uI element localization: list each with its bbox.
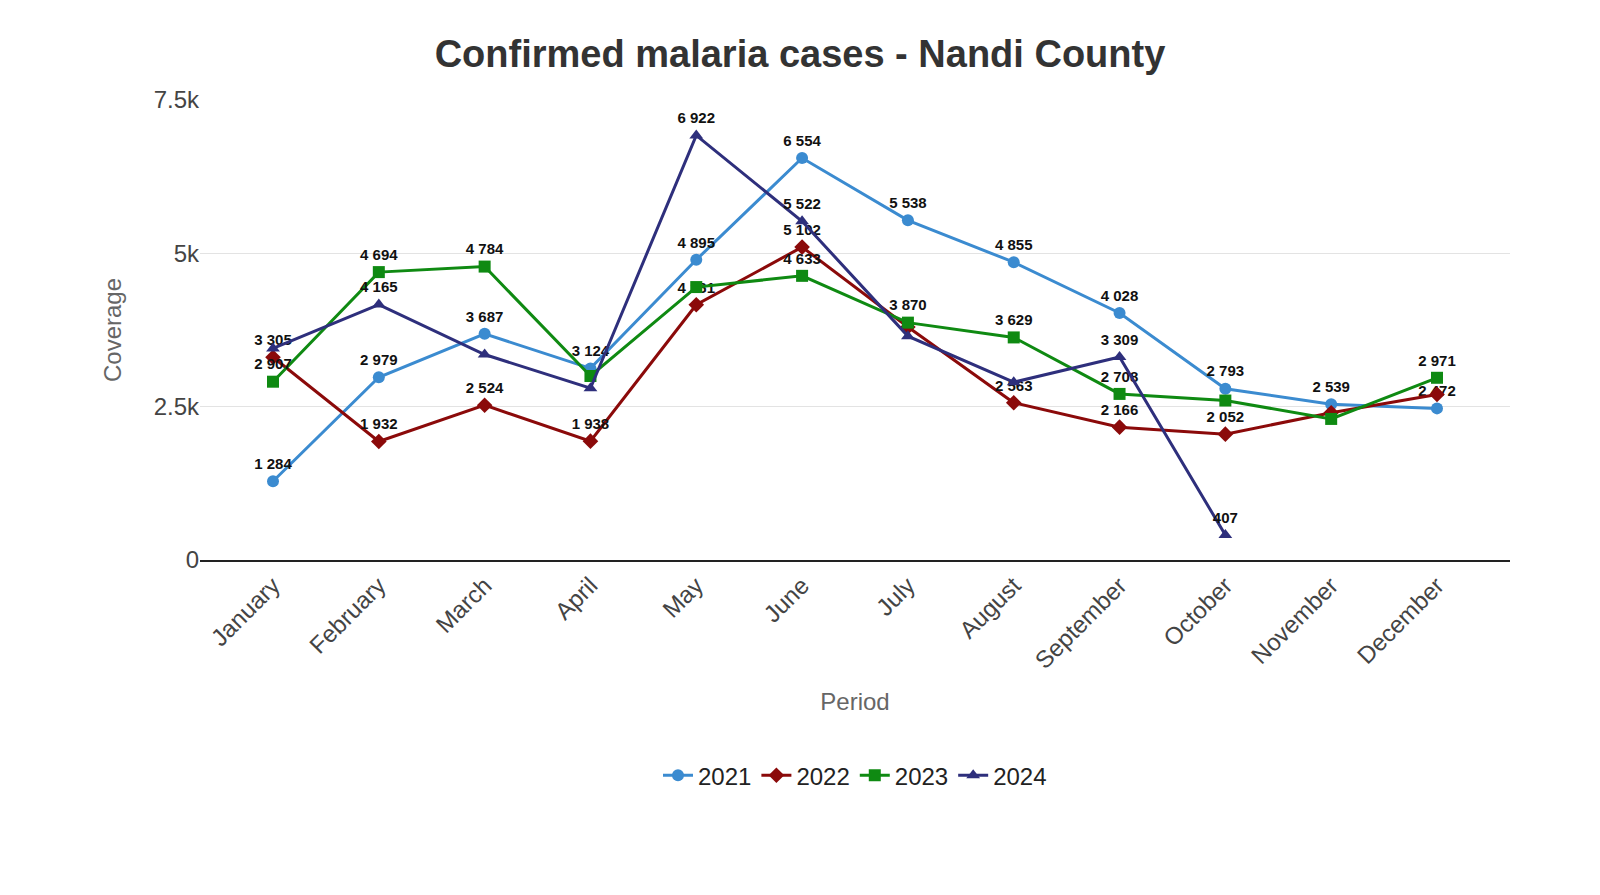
svg-text:Coverage: Coverage (99, 278, 126, 382)
svg-text:2 166: 2 166 (1101, 401, 1139, 418)
svg-text:Period: Period (820, 688, 889, 715)
svg-text:August: August (954, 571, 1026, 643)
svg-text:407: 407 (1213, 509, 1238, 526)
svg-text:October: October (1158, 572, 1237, 651)
svg-text:1 932: 1 932 (360, 415, 398, 432)
svg-text:1 284: 1 284 (254, 455, 292, 472)
svg-text:Confirmed malaria cases - Nand: Confirmed malaria cases - Nandi County (435, 33, 1166, 75)
svg-text:2 793: 2 793 (1207, 362, 1245, 379)
svg-text:2 979: 2 979 (360, 351, 398, 368)
svg-text:4 694: 4 694 (360, 246, 398, 263)
svg-text:2 971: 2 971 (1418, 352, 1456, 369)
svg-text:November: November (1246, 572, 1343, 669)
svg-text:December: December (1352, 572, 1449, 669)
svg-text:4 028: 4 028 (1101, 287, 1139, 304)
svg-text:6 554: 6 554 (783, 132, 821, 149)
svg-text:4 784: 4 784 (466, 240, 504, 257)
svg-text:3 629: 3 629 (995, 311, 1033, 328)
svg-text:2 563: 2 563 (995, 377, 1033, 394)
svg-text:3 687: 3 687 (466, 308, 504, 325)
svg-text:3 124: 3 124 (572, 342, 610, 359)
svg-text:2 052: 2 052 (1207, 408, 1245, 425)
svg-text:1 938: 1 938 (572, 415, 610, 432)
svg-text:3 309: 3 309 (1101, 331, 1139, 348)
svg-text:January: January (206, 572, 285, 651)
svg-text:2024: 2024 (993, 763, 1046, 790)
svg-text:2 472: 2 472 (1418, 382, 1456, 399)
svg-text:2 907: 2 907 (254, 355, 292, 372)
svg-text:5k: 5k (174, 240, 200, 267)
svg-text:September: September (1029, 572, 1131, 674)
svg-text:3 305: 3 305 (254, 331, 292, 348)
svg-text:July: July (871, 572, 920, 621)
svg-text:7.5k: 7.5k (154, 86, 200, 113)
svg-text:2021: 2021 (698, 763, 751, 790)
svg-text:0: 0 (186, 546, 199, 573)
svg-text:2.5k: 2.5k (154, 393, 200, 420)
svg-text:3 870: 3 870 (889, 296, 927, 313)
svg-text:March: March (430, 572, 496, 638)
svg-text:June: June (758, 572, 814, 628)
svg-text:5 522: 5 522 (783, 195, 821, 212)
svg-text:5 102: 5 102 (783, 221, 821, 238)
svg-text:2022: 2022 (796, 763, 849, 790)
svg-text:4 633: 4 633 (783, 250, 821, 267)
svg-text:May: May (657, 572, 708, 623)
svg-text:2 708: 2 708 (1101, 368, 1139, 385)
svg-text:4 165: 4 165 (360, 278, 398, 295)
svg-text:2 524: 2 524 (466, 379, 504, 396)
svg-text:2023: 2023 (895, 763, 948, 790)
svg-text:4 161: 4 161 (677, 279, 715, 296)
svg-text:April: April (549, 572, 602, 625)
svg-text:5 538: 5 538 (889, 194, 927, 211)
svg-text:4 855: 4 855 (995, 236, 1033, 253)
svg-text:2 539: 2 539 (1312, 378, 1350, 395)
svg-text:4 895: 4 895 (677, 234, 715, 251)
svg-text:6 922: 6 922 (677, 109, 715, 126)
svg-text:February: February (304, 572, 391, 659)
